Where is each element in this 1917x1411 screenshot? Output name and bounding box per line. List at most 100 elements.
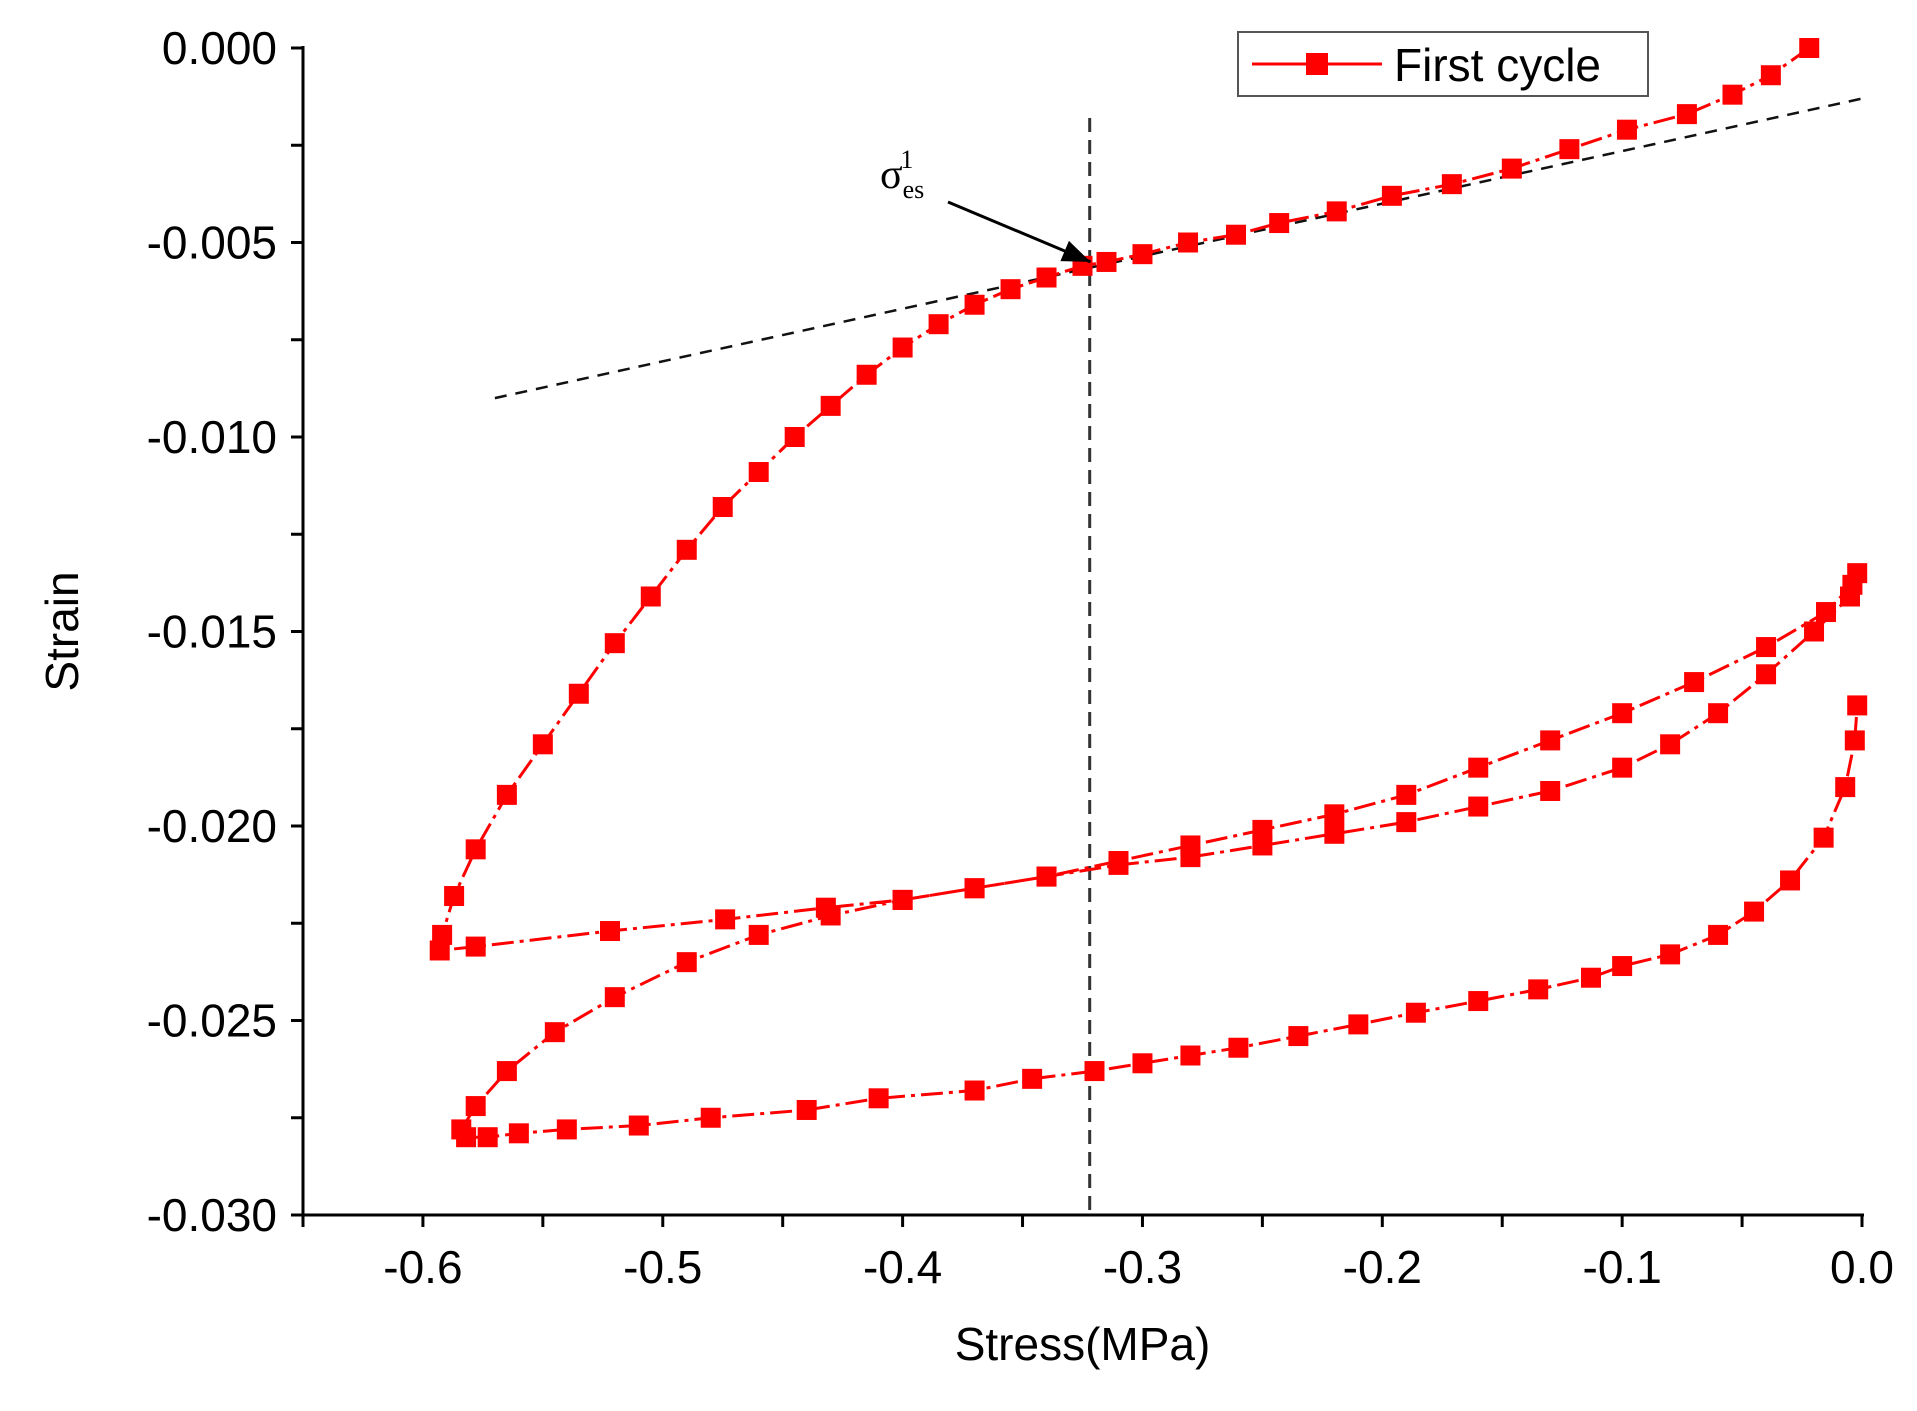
data-point (1348, 1014, 1369, 1035)
data-point (1324, 823, 1345, 844)
data-point (1269, 213, 1290, 234)
data-point (1756, 664, 1777, 685)
y-tick-label: -0.030 (147, 1189, 277, 1241)
x-tick-label: -0.1 (1583, 1241, 1662, 1293)
data-point (1324, 804, 1345, 825)
data-point (1528, 979, 1549, 1000)
sigma-es-annotation: σes1 (880, 145, 1092, 264)
x-tick-label: -0.6 (383, 1241, 462, 1293)
data-point (964, 294, 985, 315)
data-point (1804, 621, 1825, 642)
data-point (1396, 784, 1417, 805)
data-point (456, 1127, 477, 1148)
x-tick-label: -0.4 (863, 1241, 942, 1293)
data-point (856, 364, 877, 385)
y-ticks: 0.000 -0.005 -0.010 -0.015 -0.020 -0.025 -0.03… (147, 22, 303, 1241)
data-point (1540, 730, 1561, 751)
x-tick-label: -0.2 (1343, 1241, 1422, 1293)
data-point (544, 1022, 565, 1043)
data-point (820, 395, 841, 416)
data-point (892, 889, 913, 910)
y-tick-label: 0.000 (162, 22, 277, 74)
data-point (1840, 586, 1861, 607)
data-point (604, 633, 625, 654)
y-axis: 0.000 -0.005 -0.010 -0.015 -0.020 -0.025 -0.03… (36, 22, 305, 1241)
data-point (1084, 1061, 1105, 1082)
data-point (465, 1096, 486, 1117)
sigma-subscript: es (903, 175, 925, 204)
data-point (1559, 139, 1580, 160)
data-point (600, 921, 621, 942)
data-point (628, 1115, 649, 1136)
data-point (465, 839, 486, 860)
data-point (532, 734, 553, 755)
data-point (676, 952, 697, 973)
data-point (432, 924, 453, 945)
data-point (1180, 1045, 1201, 1066)
y-tick-label: -0.020 (147, 800, 277, 852)
data-point (964, 1080, 985, 1101)
data-point (1288, 1026, 1309, 1047)
data-point (1132, 244, 1153, 265)
data-point (1660, 734, 1681, 755)
data-point (429, 940, 450, 961)
data-point (640, 586, 661, 607)
legend-marker (1306, 53, 1328, 75)
y-tick-label: -0.015 (147, 606, 277, 658)
data-point (1405, 1002, 1426, 1023)
data-point (508, 1123, 529, 1144)
data-point (1132, 1053, 1153, 1074)
data-point (1178, 232, 1199, 253)
data-point (1540, 780, 1561, 801)
data-point (496, 784, 517, 805)
y-tick-label: -0.010 (147, 411, 277, 463)
data-point (1799, 38, 1820, 58)
data-point (1096, 251, 1117, 272)
plot-area (429, 38, 1868, 1215)
data-point (1684, 672, 1705, 693)
data-point (1835, 777, 1856, 798)
data-point (1660, 944, 1681, 965)
sigma-superscript: 1 (900, 145, 913, 174)
data-point (1252, 819, 1273, 840)
data-point (1022, 1068, 1043, 1089)
data-point (892, 337, 913, 358)
data-point (1580, 967, 1601, 988)
data-point (556, 1119, 577, 1140)
data-point (1708, 703, 1729, 724)
data-point (1844, 730, 1865, 751)
data-point (1847, 563, 1868, 584)
data-point (1226, 224, 1247, 245)
data-point (1326, 201, 1347, 222)
data-point (1612, 956, 1633, 977)
data-point (700, 1107, 721, 1128)
x-axis: -0.6 -0.5 -0.4 -0.3 -0.2 -0.1 0.0 Stress(MPa) (301, 1213, 1894, 1370)
data-point (868, 1088, 889, 1109)
data-point (1396, 812, 1417, 833)
x-tick-label: 0.0 (1830, 1241, 1894, 1293)
data-point (796, 1099, 817, 1120)
data-point (1468, 991, 1489, 1012)
data-point (1252, 835, 1273, 856)
annotation-arrowhead (1060, 240, 1091, 262)
data-point (712, 497, 733, 518)
legend: First cycle (1237, 31, 1649, 97)
data-point (604, 987, 625, 1008)
data-point (748, 924, 769, 945)
data-point (1180, 847, 1201, 868)
data-point (784, 427, 805, 447)
data-point (1744, 901, 1765, 922)
data-point (1816, 602, 1837, 623)
data-point (1813, 827, 1834, 848)
data-point (496, 1061, 517, 1082)
data-point (676, 539, 697, 560)
data-point (477, 1127, 498, 1148)
data-point (1708, 924, 1729, 945)
data-point (1441, 174, 1462, 195)
legend-label: First cycle (1394, 39, 1601, 91)
data-point (820, 905, 841, 926)
sigma-es-label: σes1 (880, 145, 924, 204)
data-point (1676, 104, 1697, 125)
y-tick-label: -0.025 (147, 995, 277, 1047)
